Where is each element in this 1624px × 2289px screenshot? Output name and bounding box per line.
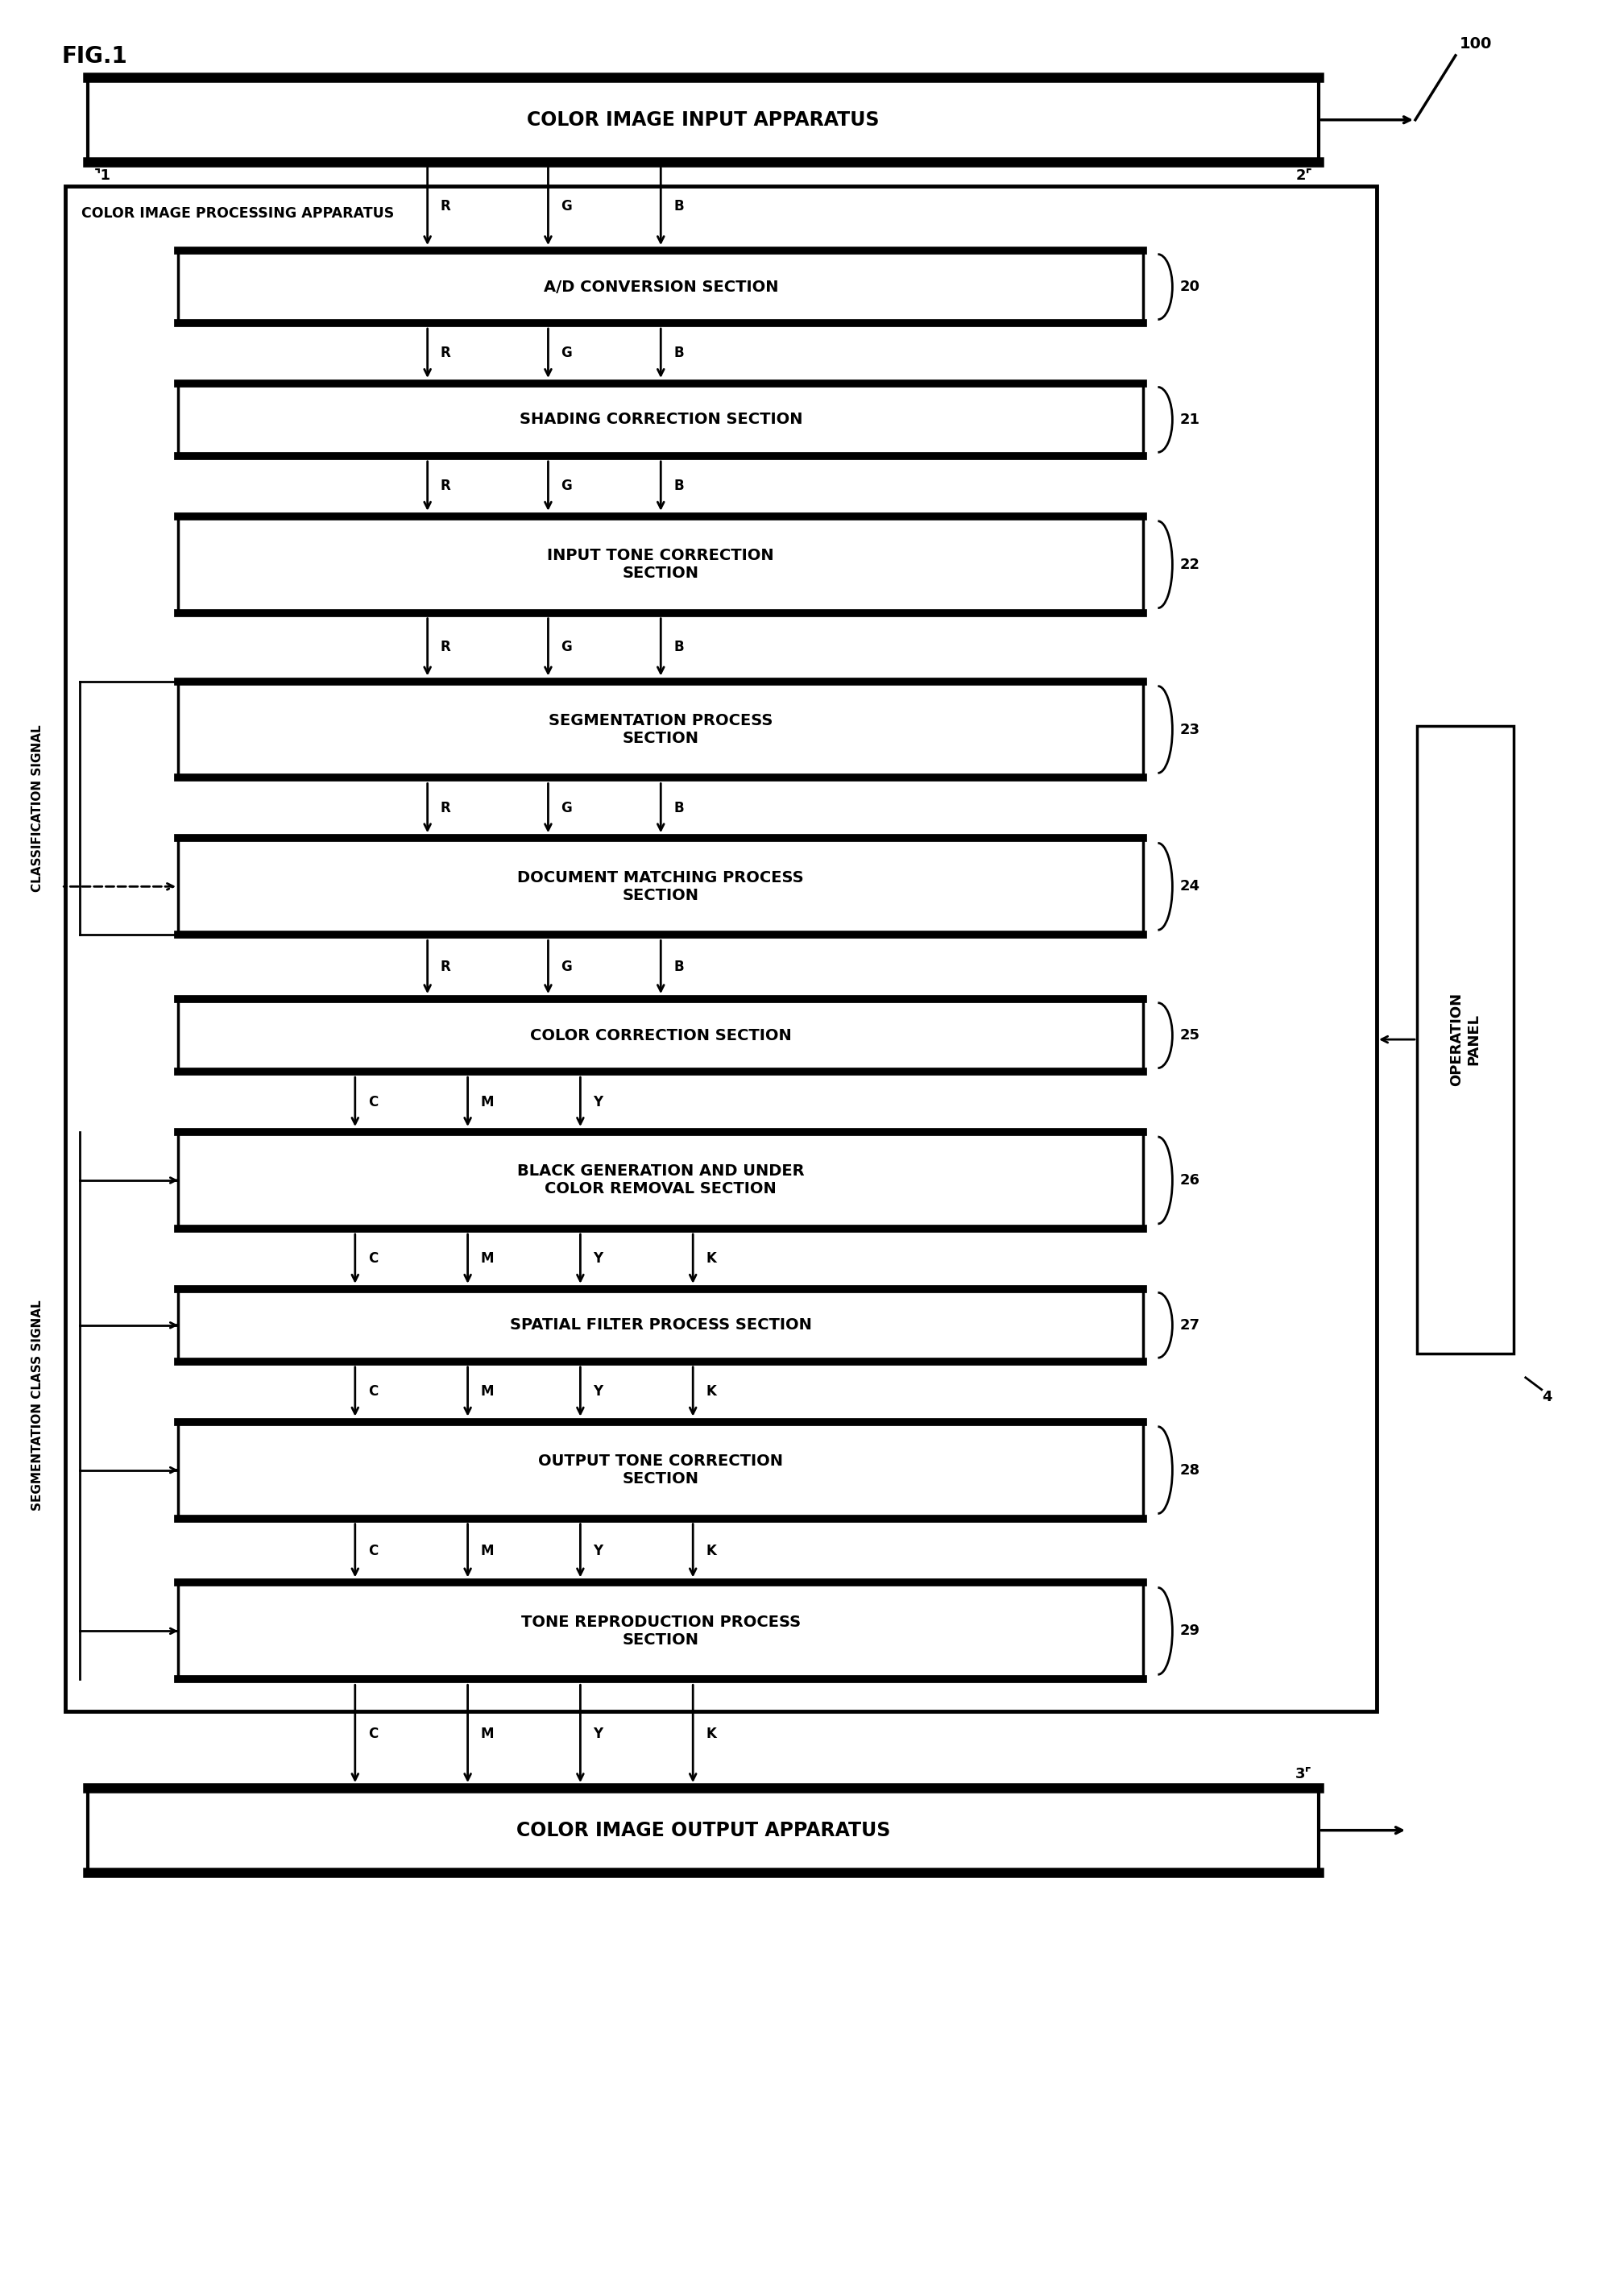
Text: B: B xyxy=(674,801,684,815)
Text: 100: 100 xyxy=(1460,37,1492,50)
Bar xyxy=(179,1000,1143,1071)
Text: TONE REPRODUCTION PROCESS
SECTION: TONE REPRODUCTION PROCESS SECTION xyxy=(521,1614,801,1648)
Text: B: B xyxy=(674,478,684,494)
Text: 22: 22 xyxy=(1179,556,1200,572)
Bar xyxy=(88,78,1319,163)
Text: G: G xyxy=(560,641,572,655)
Text: 25: 25 xyxy=(1179,1028,1200,1044)
Text: B: B xyxy=(674,959,684,975)
Text: R: R xyxy=(440,641,450,655)
Text: 20: 20 xyxy=(1179,279,1200,293)
Text: K: K xyxy=(706,1543,716,1559)
Text: 3⌜: 3⌜ xyxy=(1296,1767,1312,1781)
Bar xyxy=(88,1788,1319,1872)
Text: OUTPUT TONE CORRECTION
SECTION: OUTPUT TONE CORRECTION SECTION xyxy=(538,1454,783,1486)
Bar xyxy=(179,1289,1143,1362)
Text: ⌝1: ⌝1 xyxy=(94,169,112,183)
Text: G: G xyxy=(560,801,572,815)
Text: M: M xyxy=(481,1385,494,1399)
Text: K: K xyxy=(706,1252,716,1266)
Text: R: R xyxy=(440,346,450,362)
Text: DOCUMENT MATCHING PROCESS
SECTION: DOCUMENT MATCHING PROCESS SECTION xyxy=(518,870,804,904)
Bar xyxy=(179,250,1143,323)
Text: C: C xyxy=(369,1726,378,1742)
Text: G: G xyxy=(560,346,572,362)
Text: K: K xyxy=(706,1726,716,1742)
Bar xyxy=(179,1421,1143,1518)
Text: C: C xyxy=(369,1252,378,1266)
Bar xyxy=(179,1582,1143,1680)
Text: 2⌜: 2⌜ xyxy=(1296,169,1312,183)
Text: Y: Y xyxy=(593,1543,603,1559)
Text: M: M xyxy=(481,1726,494,1742)
Bar xyxy=(179,517,1143,613)
Text: Y: Y xyxy=(593,1252,603,1266)
Text: R: R xyxy=(440,959,450,975)
Text: B: B xyxy=(674,199,684,213)
Text: B: B xyxy=(674,641,684,655)
Text: A/D CONVERSION SECTION: A/D CONVERSION SECTION xyxy=(544,279,778,295)
Bar xyxy=(179,1133,1143,1229)
Text: Y: Y xyxy=(593,1094,603,1110)
Text: FIG.1: FIG.1 xyxy=(62,46,127,69)
Text: COLOR IMAGE INPUT APPARATUS: COLOR IMAGE INPUT APPARATUS xyxy=(528,110,880,130)
Bar xyxy=(179,838,1143,934)
Text: K: K xyxy=(706,1385,716,1399)
Text: G: G xyxy=(560,478,572,494)
Text: Y: Y xyxy=(593,1726,603,1742)
Text: 26: 26 xyxy=(1179,1172,1200,1188)
Text: R: R xyxy=(440,478,450,494)
Text: SHADING CORRECTION SECTION: SHADING CORRECTION SECTION xyxy=(520,412,802,428)
Text: Y: Y xyxy=(593,1385,603,1399)
Text: M: M xyxy=(481,1543,494,1559)
Bar xyxy=(179,682,1143,778)
Text: COLOR CORRECTION SECTION: COLOR CORRECTION SECTION xyxy=(529,1028,791,1044)
Text: G: G xyxy=(560,959,572,975)
Text: 4: 4 xyxy=(1541,1389,1551,1403)
Text: CLASSIFICATION SIGNAL: CLASSIFICATION SIGNAL xyxy=(31,723,44,893)
Bar xyxy=(179,385,1143,456)
Text: COLOR IMAGE OUTPUT APPARATUS: COLOR IMAGE OUTPUT APPARATUS xyxy=(516,1820,890,1840)
Bar xyxy=(65,185,1377,1712)
Text: C: C xyxy=(369,1543,378,1559)
Text: M: M xyxy=(481,1252,494,1266)
Text: 23: 23 xyxy=(1179,723,1200,737)
Text: 29: 29 xyxy=(1179,1623,1200,1639)
Text: C: C xyxy=(369,1094,378,1110)
Text: M: M xyxy=(481,1094,494,1110)
Text: SEGMENTATION CLASS SIGNAL: SEGMENTATION CLASS SIGNAL xyxy=(31,1300,44,1511)
Text: C: C xyxy=(369,1385,378,1399)
Text: R: R xyxy=(440,199,450,213)
Text: 27: 27 xyxy=(1179,1318,1200,1332)
Text: SEGMENTATION PROCESS
SECTION: SEGMENTATION PROCESS SECTION xyxy=(549,714,773,746)
Bar xyxy=(1418,726,1514,1353)
Text: 24: 24 xyxy=(1179,879,1200,893)
Text: R: R xyxy=(440,801,450,815)
Text: INPUT TONE CORRECTION
SECTION: INPUT TONE CORRECTION SECTION xyxy=(547,547,775,581)
Text: G: G xyxy=(560,199,572,213)
Text: COLOR IMAGE PROCESSING APPARATUS: COLOR IMAGE PROCESSING APPARATUS xyxy=(81,206,395,220)
Text: B: B xyxy=(674,346,684,362)
Text: SPATIAL FILTER PROCESS SECTION: SPATIAL FILTER PROCESS SECTION xyxy=(510,1318,812,1332)
Text: OPERATION
PANEL: OPERATION PANEL xyxy=(1450,993,1481,1087)
Text: 28: 28 xyxy=(1179,1463,1200,1476)
Text: 21: 21 xyxy=(1179,412,1200,428)
Text: BLACK GENERATION AND UNDER
COLOR REMOVAL SECTION: BLACK GENERATION AND UNDER COLOR REMOVAL… xyxy=(516,1163,804,1197)
